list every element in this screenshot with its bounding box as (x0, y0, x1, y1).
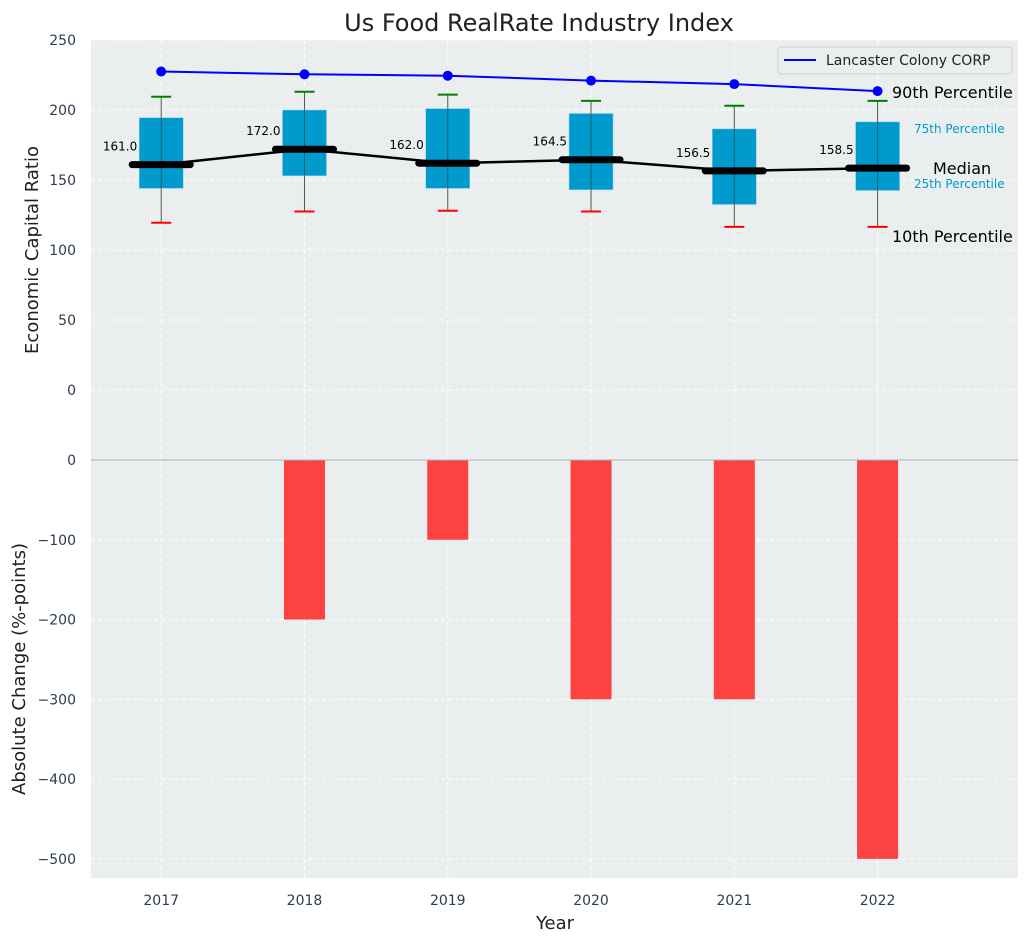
median-value-label: 156.5 (676, 146, 710, 160)
top-y-tick-label: 100 (49, 243, 76, 259)
change-bar-2021 (713, 460, 755, 700)
change-bar-2020 (570, 460, 612, 700)
company-point-2022 (872, 86, 883, 97)
bottom-y-axis-label: Absolute Change (%-points) (9, 543, 30, 795)
median-value-label: 164.5 (533, 135, 567, 149)
x-tick-label: 2021 (716, 893, 752, 909)
annotation-p25: 25th Percentile (914, 177, 1005, 191)
x-axis-label: Year (535, 913, 575, 934)
bottom-y-tick-label: −300 (38, 692, 76, 708)
x-tick-label: 2022 (860, 893, 896, 909)
top-y-tick-label: 200 (49, 103, 76, 119)
top-y-tick-label: 0 (67, 383, 76, 399)
bottom-y-tick-label: −200 (38, 613, 76, 629)
top-y-tick-label: 250 (49, 33, 76, 49)
company-point-2018 (299, 69, 310, 80)
top-y-tick-label: 150 (49, 173, 76, 189)
top-y-tick-label: 50 (58, 313, 76, 329)
percentile-annotations: 90th Percentile 75th Percentile Median 2… (892, 83, 1013, 246)
x-tick-label: 2020 (573, 893, 609, 909)
x-tick-label: 2018 (287, 893, 323, 909)
change-bar-2019 (427, 460, 469, 540)
company-line (161, 70, 878, 93)
annotation-p75: 75th Percentile (914, 122, 1005, 136)
median-value-label: 161.0 (103, 140, 137, 154)
top-y-axis-label: Economic Capital Ratio (22, 146, 43, 354)
x-tick-label: 2017 (143, 893, 179, 909)
company-point-2021 (729, 79, 740, 90)
median-value-label: 162.0 (389, 138, 423, 152)
change-bar-2018 (283, 460, 325, 620)
legend: Lancaster Colony CORP (777, 46, 1013, 75)
bottom-y-tick-label: −500 (38, 852, 76, 868)
company-point-2019 (442, 70, 453, 81)
annotation-median: Median (933, 159, 991, 178)
company-point-2017 (156, 66, 167, 77)
bottom-y-tick-label: −400 (38, 772, 76, 788)
bottom-y-tick-label: −100 (38, 533, 76, 549)
median-value-label: 158.5 (819, 143, 853, 157)
x-tick-label: 2019 (430, 893, 466, 909)
company-point-2020 (586, 75, 597, 86)
change-bar-2022 (857, 460, 899, 859)
bottom-y-tick-label: 0 (67, 453, 76, 469)
legend-frame (777, 46, 1013, 75)
annotation-p10: 10th Percentile (892, 227, 1013, 246)
legend-label: Lancaster Colony CORP (826, 53, 991, 69)
annotation-p90: 90th Percentile (892, 83, 1013, 102)
median-value-label: 172.0 (246, 124, 280, 138)
chart-title: Us Food RealRate Industry Index (344, 9, 734, 37)
